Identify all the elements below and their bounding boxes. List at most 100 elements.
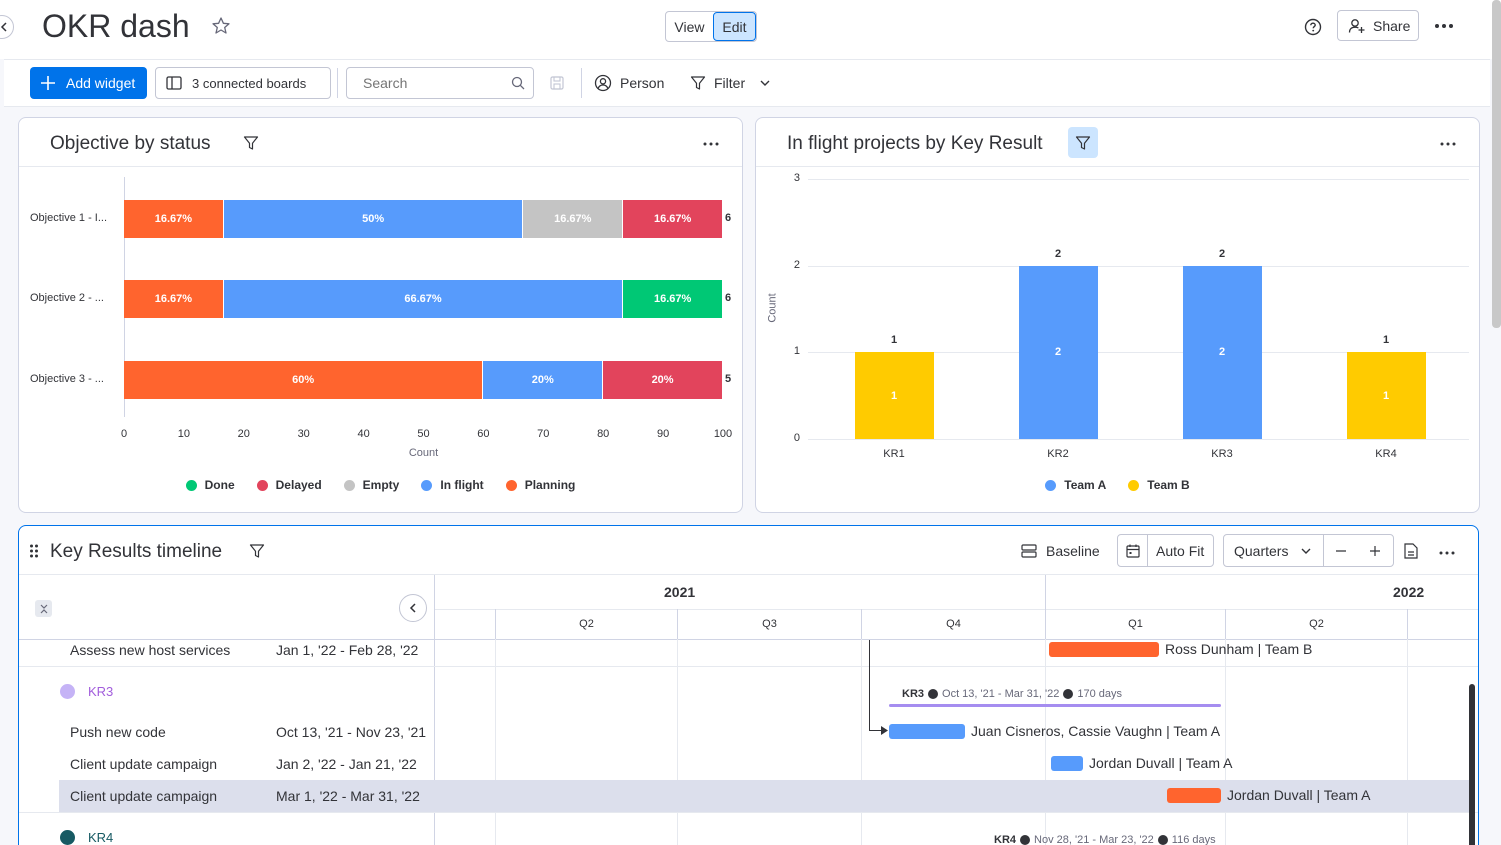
widget-filter-icon[interactable] (249, 543, 265, 564)
legend-item[interactable]: Team A (1045, 478, 1106, 492)
x-tick-label: 70 (537, 428, 550, 440)
legend-dot (343, 479, 355, 491)
legend-dot (256, 479, 268, 491)
gantt-bar-label: Ross Dunham | Team B (1165, 641, 1313, 657)
zoom-select[interactable]: Quarters (1224, 535, 1324, 566)
person-filter-button[interactable]: Person (594, 67, 664, 99)
quarter-label: Q3 (677, 609, 861, 639)
gantt-bar[interactable] (1049, 642, 1159, 657)
category-label: Objective 3 - ... (30, 373, 104, 385)
chevron-down-icon (1301, 548, 1311, 554)
view-toggle-button[interactable]: View (674, 18, 705, 35)
minus-icon (1336, 549, 1346, 552)
task-name[interactable]: Client update campaign (70, 756, 218, 772)
export-icon[interactable] (1404, 543, 1418, 564)
bar-segment[interactable]: 20% (603, 361, 722, 399)
bar[interactable]: 1 (854, 352, 934, 439)
y-tick-label: 0 (793, 432, 800, 444)
bar-segment[interactable]: 16.67% (523, 200, 623, 238)
view-edit-toggle: View Edit (665, 11, 757, 42)
task-name[interactable]: Push new code (70, 724, 166, 740)
group-name[interactable]: KR3 (88, 684, 114, 699)
connected-boards-button[interactable]: 3 connected boards (155, 67, 331, 99)
more-options-icon[interactable] (1434, 16, 1454, 41)
legend-item[interactable]: Team B (1128, 478, 1190, 492)
list-header-bottom (19, 639, 434, 640)
zoom-out-button[interactable] (1324, 545, 1358, 557)
share-label: Share (1373, 17, 1411, 34)
share-button[interactable]: Share (1337, 10, 1419, 41)
group-summary: KR4 Nov 28, '21 - Mar 23, '22 116 days (994, 834, 1216, 845)
bar[interactable]: 2 (1182, 265, 1262, 439)
toolbar-divider (337, 68, 338, 98)
bar-segment[interactable]: 50% (223, 200, 523, 238)
auto-fit-button[interactable]: Auto Fit (1117, 534, 1214, 567)
collapse-all-icon[interactable] (35, 600, 52, 617)
widget-filter-icon[interactable] (243, 135, 259, 156)
bar-segment[interactable]: 16.67% (623, 280, 723, 318)
star-icon[interactable] (211, 16, 231, 41)
grid-line (861, 639, 862, 845)
search-field (346, 67, 534, 99)
collapse-list-button[interactable] (399, 594, 427, 622)
bar[interactable]: 1 (1346, 352, 1426, 439)
legend-label: Empty (362, 478, 400, 492)
widget-menu-icon[interactable] (703, 136, 719, 154)
grid-line (1045, 639, 1046, 845)
x-tick-label: KR3 (1211, 448, 1233, 460)
widget-filter-icon[interactable] (1068, 127, 1098, 158)
bar-overflow-label: 6 (725, 292, 732, 304)
collapse-panel-button[interactable] (0, 15, 14, 39)
legend-item[interactable]: In flight (421, 478, 484, 492)
bar-segment[interactable]: 16.67% (124, 280, 223, 318)
zoom-in-button[interactable] (1358, 545, 1392, 557)
save-view-icon[interactable] (550, 76, 564, 95)
edit-toggle-button[interactable]: Edit (712, 12, 756, 41)
add-widget-label: Add widget (66, 75, 136, 91)
connected-boards-label: 3 connected boards (192, 75, 307, 91)
legend-item[interactable]: Delayed (256, 478, 322, 492)
timeline-widget: Key Results timeline Baseline Auto Fit Q… (18, 525, 1479, 845)
timeline-scrollbar[interactable] (1469, 684, 1475, 845)
bar-segment[interactable]: 66.67% (223, 280, 623, 318)
task-name[interactable]: Client update campaign (70, 788, 218, 804)
add-widget-button[interactable]: Add widget (30, 67, 147, 99)
status-bar-chart: Objective 1 - I... 16.67% 50% 16.67% 16.67% 6… (19, 167, 742, 512)
legend-item[interactable]: Planning (505, 478, 575, 492)
bar-segment[interactable]: 60% (124, 361, 483, 399)
chart-legend: Team A Team B (756, 478, 1479, 492)
bar-total-label: 1 (890, 334, 898, 347)
task-name[interactable]: Assess new host services (70, 642, 231, 658)
add-person-icon (1348, 18, 1365, 33)
baseline-button[interactable]: Baseline (1021, 538, 1100, 564)
search-icon[interactable] (511, 76, 525, 90)
drag-handle-icon[interactable] (29, 543, 39, 564)
legend-item[interactable]: Empty (343, 478, 400, 492)
quarter-label: Q1 (1045, 609, 1225, 639)
chevron-down-icon[interactable] (759, 77, 771, 89)
search-input[interactable] (348, 69, 498, 97)
x-tick-label: 20 (237, 428, 250, 440)
task-dates: Mar 1, '22 - Mar 31, '22 (276, 788, 420, 804)
bar[interactable]: 2 (1018, 265, 1098, 439)
help-icon[interactable] (1304, 18, 1322, 41)
dot-separator-icon (1063, 689, 1074, 699)
legend-label: Delayed (275, 478, 322, 492)
page-title: OKR dash (42, 8, 190, 44)
legend-item[interactable]: Done (185, 478, 235, 492)
filter-button[interactable]: Filter (690, 67, 771, 99)
widget-menu-icon[interactable] (1439, 545, 1455, 563)
bar-segment[interactable]: 16.67% (623, 200, 723, 238)
scrollbar-thumb[interactable] (1492, 0, 1501, 328)
widget-menu-icon[interactable] (1440, 136, 1456, 154)
bar-segment[interactable]: 16.67% (124, 200, 223, 238)
bar-total-label: 2 (1054, 247, 1062, 260)
widget-header-divider (756, 166, 1479, 167)
bar-segment[interactable]: 20% (483, 361, 603, 399)
gantt-bar[interactable] (889, 724, 965, 739)
group-name[interactable]: KR4 (88, 830, 114, 845)
gantt-bar[interactable] (1167, 788, 1221, 803)
dependency-line (869, 640, 870, 731)
group-summary-bar (889, 704, 1221, 707)
gantt-bar[interactable] (1051, 756, 1083, 771)
